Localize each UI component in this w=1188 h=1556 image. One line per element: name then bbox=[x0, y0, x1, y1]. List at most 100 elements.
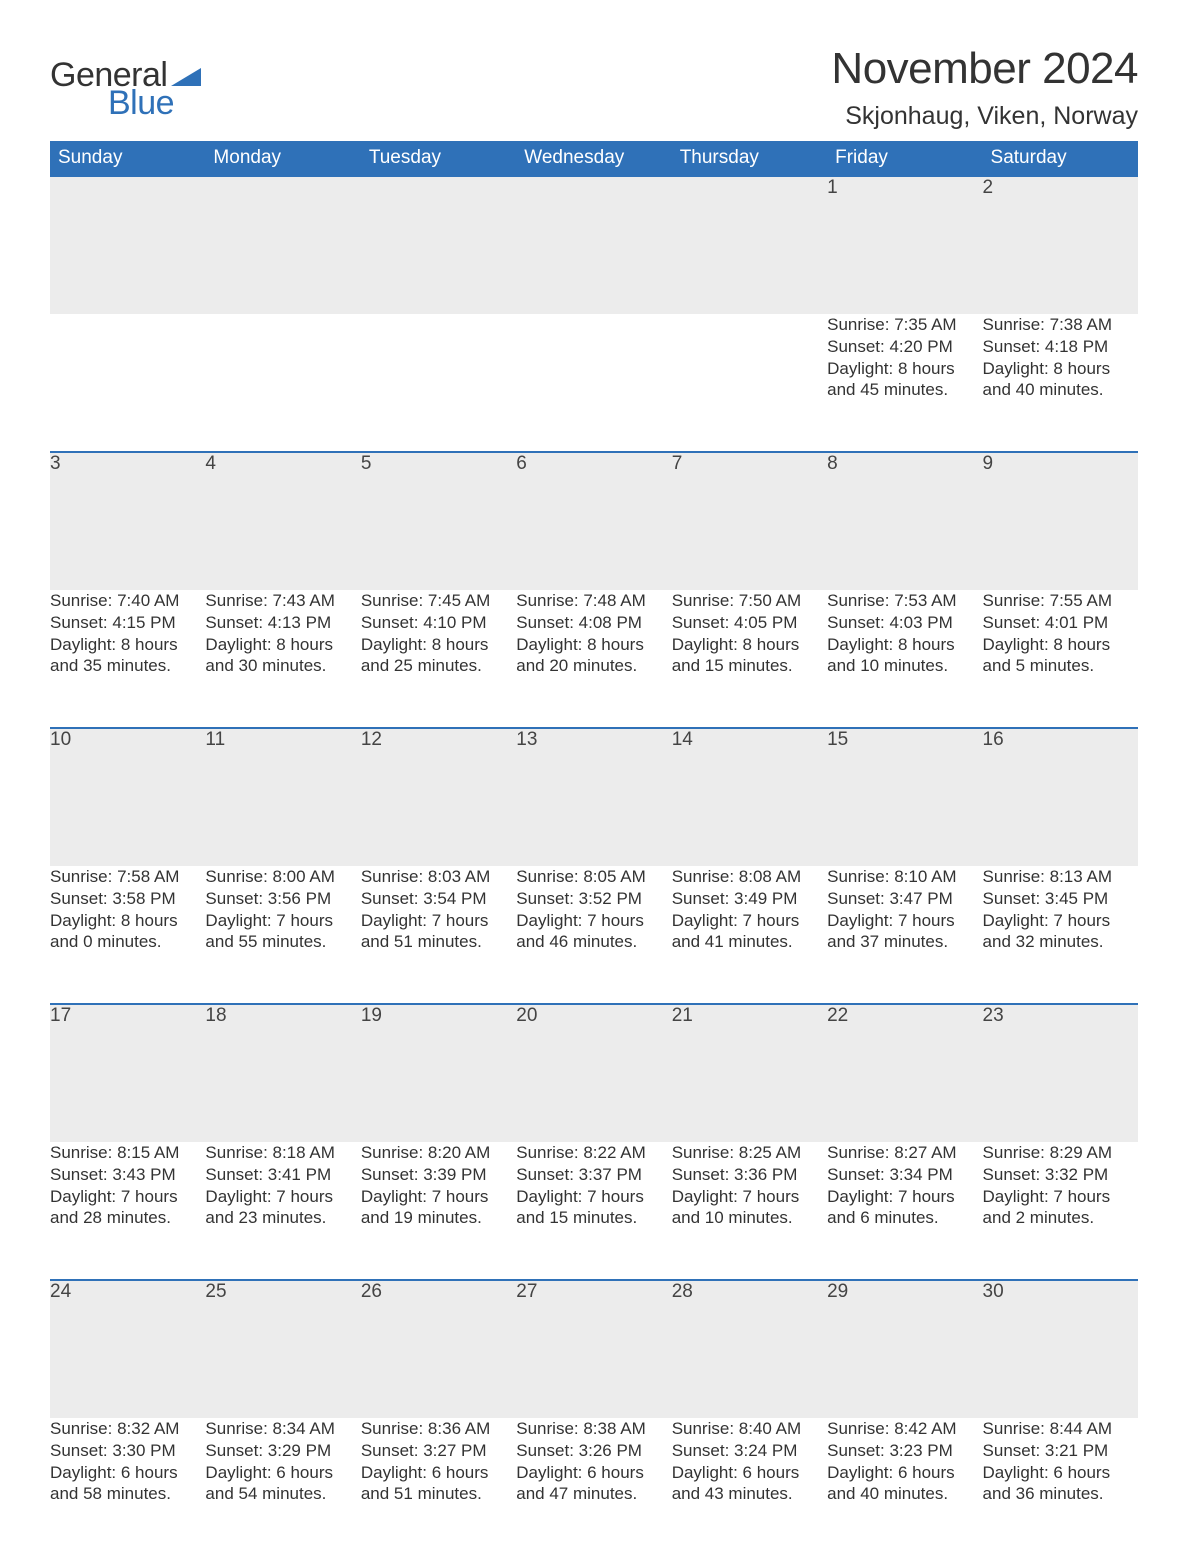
daylight-line: Daylight: 7 hours and 41 minutes. bbox=[672, 910, 827, 954]
sunrise-line: Sunrise: 8:18 AM bbox=[205, 1142, 360, 1164]
day-number: 4 bbox=[205, 452, 360, 590]
daylight-line: Daylight: 6 hours and 58 minutes. bbox=[50, 1462, 205, 1506]
logo-text-blue: Blue bbox=[108, 86, 201, 120]
sunrise-line: Sunrise: 8:10 AM bbox=[827, 866, 982, 888]
day-cell: Sunrise: 7:58 AMSunset: 3:58 PMDaylight:… bbox=[50, 866, 205, 1004]
day-number: 14 bbox=[672, 728, 827, 866]
day-cell: Sunrise: 8:42 AMSunset: 3:23 PMDaylight:… bbox=[827, 1418, 982, 1556]
sunset-line: Sunset: 4:03 PM bbox=[827, 612, 982, 634]
daylight-line: Daylight: 6 hours and 40 minutes. bbox=[827, 1462, 982, 1506]
day-cell: Sunrise: 8:15 AMSunset: 3:43 PMDaylight:… bbox=[50, 1142, 205, 1280]
sunset-line: Sunset: 4:10 PM bbox=[361, 612, 516, 634]
sunset-line: Sunset: 4:15 PM bbox=[50, 612, 205, 634]
day-cell: Sunrise: 8:10 AMSunset: 3:47 PMDaylight:… bbox=[827, 866, 982, 1004]
daylight-line: Daylight: 7 hours and 6 minutes. bbox=[827, 1186, 982, 1230]
day-cell: Sunrise: 8:00 AMSunset: 3:56 PMDaylight:… bbox=[205, 866, 360, 1004]
sunrise-line: Sunrise: 8:27 AM bbox=[827, 1142, 982, 1164]
day-cell: Sunrise: 8:40 AMSunset: 3:24 PMDaylight:… bbox=[672, 1418, 827, 1556]
sunset-line: Sunset: 3:43 PM bbox=[50, 1164, 205, 1186]
sunset-line: Sunset: 3:41 PM bbox=[205, 1164, 360, 1186]
day-cell: Sunrise: 7:53 AMSunset: 4:03 PMDaylight:… bbox=[827, 590, 982, 728]
day-cell: Sunrise: 8:27 AMSunset: 3:34 PMDaylight:… bbox=[827, 1142, 982, 1280]
day-cell: Sunrise: 8:20 AMSunset: 3:39 PMDaylight:… bbox=[361, 1142, 516, 1280]
sunrise-line: Sunrise: 7:40 AM bbox=[50, 590, 205, 612]
sunrise-line: Sunrise: 8:29 AM bbox=[983, 1142, 1138, 1164]
sunset-line: Sunset: 3:39 PM bbox=[361, 1164, 516, 1186]
day-number: 22 bbox=[827, 1004, 982, 1142]
day-cell: Sunrise: 7:55 AMSunset: 4:01 PMDaylight:… bbox=[983, 590, 1138, 728]
day-number: 23 bbox=[983, 1004, 1138, 1142]
day-number-empty bbox=[50, 176, 205, 314]
sunrise-line: Sunrise: 8:34 AM bbox=[205, 1418, 360, 1440]
day-cell: Sunrise: 7:43 AMSunset: 4:13 PMDaylight:… bbox=[205, 590, 360, 728]
sunset-line: Sunset: 4:08 PM bbox=[516, 612, 671, 634]
header: General Blue November 2024 Skjonhaug, Vi… bbox=[50, 44, 1138, 131]
sunrise-line: Sunrise: 8:00 AM bbox=[205, 866, 360, 888]
week-daynum-row: 24252627282930 bbox=[50, 1280, 1138, 1418]
week-content-row: Sunrise: 8:32 AMSunset: 3:30 PMDaylight:… bbox=[50, 1418, 1138, 1556]
sunrise-line: Sunrise: 8:32 AM bbox=[50, 1418, 205, 1440]
weekday-header: Wednesday bbox=[516, 141, 671, 176]
day-cell: Sunrise: 8:34 AMSunset: 3:29 PMDaylight:… bbox=[205, 1418, 360, 1556]
sunrise-line: Sunrise: 8:42 AM bbox=[827, 1418, 982, 1440]
day-number: 13 bbox=[516, 728, 671, 866]
day-cell: Sunrise: 7:40 AMSunset: 4:15 PMDaylight:… bbox=[50, 590, 205, 728]
daylight-line: Daylight: 8 hours and 0 minutes. bbox=[50, 910, 205, 954]
day-number: 17 bbox=[50, 1004, 205, 1142]
daylight-line: Daylight: 6 hours and 36 minutes. bbox=[983, 1462, 1138, 1506]
sunset-line: Sunset: 3:37 PM bbox=[516, 1164, 671, 1186]
day-number: 7 bbox=[672, 452, 827, 590]
day-number: 10 bbox=[50, 728, 205, 866]
day-number: 28 bbox=[672, 1280, 827, 1418]
sunrise-line: Sunrise: 7:58 AM bbox=[50, 866, 205, 888]
weekday-header: Friday bbox=[827, 141, 982, 176]
week-daynum-row: 17181920212223 bbox=[50, 1004, 1138, 1142]
sunrise-line: Sunrise: 8:25 AM bbox=[672, 1142, 827, 1164]
sunset-line: Sunset: 3:26 PM bbox=[516, 1440, 671, 1462]
day-cell-empty bbox=[516, 314, 671, 452]
sunrise-line: Sunrise: 7:35 AM bbox=[827, 314, 982, 336]
sunset-line: Sunset: 3:49 PM bbox=[672, 888, 827, 910]
sunrise-line: Sunrise: 8:08 AM bbox=[672, 866, 827, 888]
sunset-line: Sunset: 3:47 PM bbox=[827, 888, 982, 910]
sunrise-line: Sunrise: 8:03 AM bbox=[361, 866, 516, 888]
sunset-line: Sunset: 3:45 PM bbox=[983, 888, 1138, 910]
sunset-line: Sunset: 3:54 PM bbox=[361, 888, 516, 910]
weekday-header: Tuesday bbox=[361, 141, 516, 176]
day-cell: Sunrise: 7:50 AMSunset: 4:05 PMDaylight:… bbox=[672, 590, 827, 728]
month-title: November 2024 bbox=[831, 44, 1138, 94]
sunrise-line: Sunrise: 8:44 AM bbox=[983, 1418, 1138, 1440]
week-content-row: Sunrise: 7:35 AMSunset: 4:20 PMDaylight:… bbox=[50, 314, 1138, 452]
daylight-line: Daylight: 6 hours and 43 minutes. bbox=[672, 1462, 827, 1506]
day-number-empty bbox=[516, 176, 671, 314]
daylight-line: Daylight: 6 hours and 54 minutes. bbox=[205, 1462, 360, 1506]
daylight-line: Daylight: 7 hours and 51 minutes. bbox=[361, 910, 516, 954]
day-cell: Sunrise: 7:45 AMSunset: 4:10 PMDaylight:… bbox=[361, 590, 516, 728]
calendar-table: SundayMondayTuesdayWednesdayThursdayFrid… bbox=[50, 141, 1138, 1556]
week-content-row: Sunrise: 7:58 AMSunset: 3:58 PMDaylight:… bbox=[50, 866, 1138, 1004]
day-cell-empty bbox=[672, 314, 827, 452]
day-number: 8 bbox=[827, 452, 982, 590]
sunrise-line: Sunrise: 8:13 AM bbox=[983, 866, 1138, 888]
sunrise-line: Sunrise: 7:53 AM bbox=[827, 590, 982, 612]
sunset-line: Sunset: 4:05 PM bbox=[672, 612, 827, 634]
day-cell: Sunrise: 7:48 AMSunset: 4:08 PMDaylight:… bbox=[516, 590, 671, 728]
sunrise-line: Sunrise: 7:45 AM bbox=[361, 590, 516, 612]
week-content-row: Sunrise: 7:40 AMSunset: 4:15 PMDaylight:… bbox=[50, 590, 1138, 728]
day-number: 16 bbox=[983, 728, 1138, 866]
sunset-line: Sunset: 3:21 PM bbox=[983, 1440, 1138, 1462]
sunrise-line: Sunrise: 7:43 AM bbox=[205, 590, 360, 612]
day-number: 30 bbox=[983, 1280, 1138, 1418]
sunrise-line: Sunrise: 8:38 AM bbox=[516, 1418, 671, 1440]
day-cell: Sunrise: 8:18 AMSunset: 3:41 PMDaylight:… bbox=[205, 1142, 360, 1280]
sunset-line: Sunset: 3:32 PM bbox=[983, 1164, 1138, 1186]
day-number: 21 bbox=[672, 1004, 827, 1142]
day-number: 1 bbox=[827, 176, 982, 314]
sunset-line: Sunset: 3:58 PM bbox=[50, 888, 205, 910]
week-daynum-row: 3456789 bbox=[50, 452, 1138, 590]
sunrise-line: Sunrise: 7:50 AM bbox=[672, 590, 827, 612]
day-cell: Sunrise: 8:36 AMSunset: 3:27 PMDaylight:… bbox=[361, 1418, 516, 1556]
day-number: 12 bbox=[361, 728, 516, 866]
day-cell: Sunrise: 8:29 AMSunset: 3:32 PMDaylight:… bbox=[983, 1142, 1138, 1280]
daylight-line: Daylight: 7 hours and 32 minutes. bbox=[983, 910, 1138, 954]
